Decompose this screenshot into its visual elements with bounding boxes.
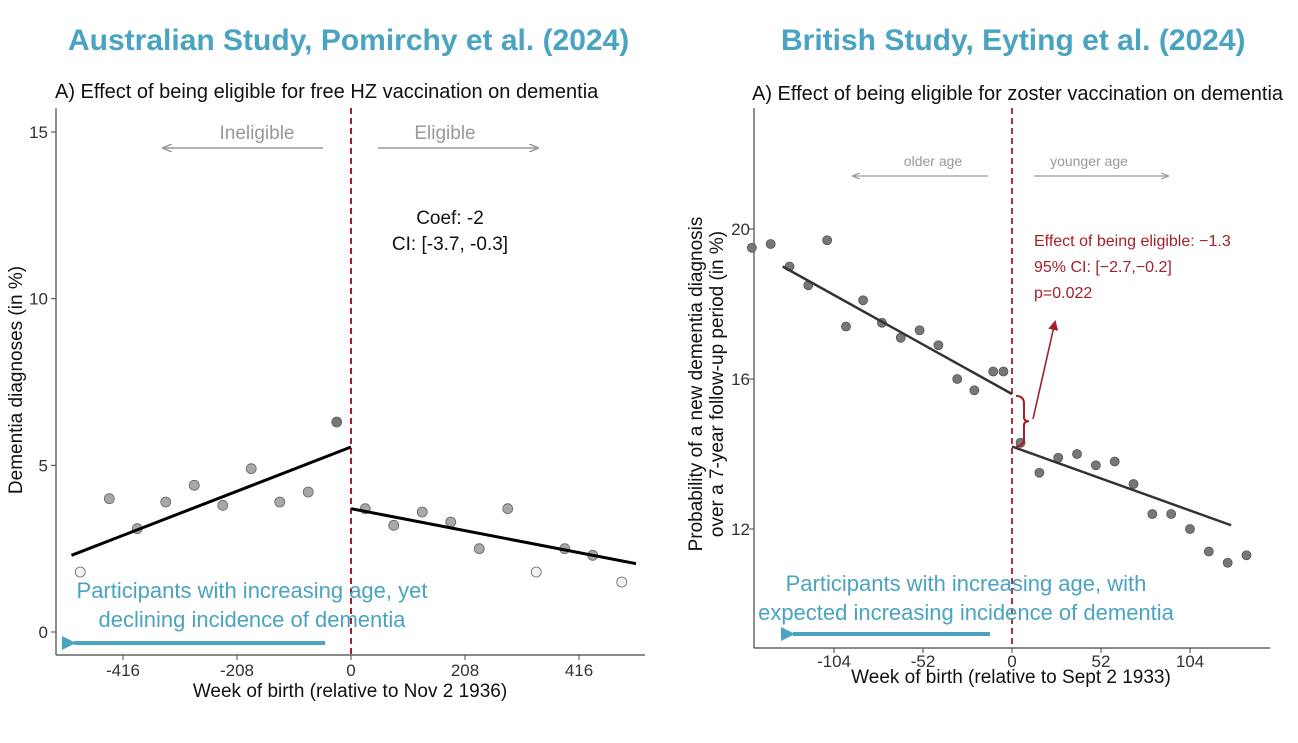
right-x-tick-label: 104 [1176, 652, 1204, 671]
left-chart: 0 5 10 15 -416 -208 0 208 416 Week of birth (rela… [6, 108, 645, 702]
left-annotation-line: CI: [-3.7, -0.3] [392, 234, 508, 255]
right-data-point [1241, 550, 1252, 561]
left-caption-line: Participants with increasing age, yet [77, 578, 428, 603]
right-data-point [1185, 524, 1195, 534]
left-data-point [74, 566, 86, 578]
right-younger-age-label: younger age [1050, 153, 1128, 169]
left-data-point [103, 493, 115, 505]
right-x-tick-label: -52 [911, 652, 936, 671]
right-y-tick-label: 12 [731, 520, 750, 539]
left-annotation-line: Coef: -2 [416, 208, 484, 229]
left-y-tick-label: 15 [29, 123, 48, 142]
left-data-point [331, 416, 343, 428]
left-x-tick-label: -416 [106, 661, 140, 680]
left-data-point [502, 503, 514, 515]
left-data-point [217, 499, 229, 511]
right-annotation-arrow [1032, 320, 1059, 420]
right-x-axis-label: Week of birth (relative to Sept 2 1933) [851, 667, 1171, 688]
left-caption-line: declining incidence of dementia [99, 607, 407, 632]
left-data-point [245, 463, 257, 475]
right-annotation-line: p=0.022 [1034, 285, 1092, 302]
right-y-axis-label-line2: over a 7-year follow-up period (in %) [707, 231, 728, 537]
right-older-age-label: older age [904, 153, 963, 169]
right-annotation-line: 95% CI: [−2.7,−0.2] [1034, 259, 1172, 276]
right-data-point [914, 325, 925, 336]
left-y-tick-label: 10 [29, 290, 48, 309]
left-data-point [530, 566, 542, 578]
left-x-tick-label: 416 [565, 661, 593, 680]
right-data-point [822, 235, 833, 246]
left-ineligible-label: Ineligible [220, 123, 295, 144]
right-chart-title: A) Effect of being eligible for zoster v… [752, 83, 1284, 105]
right-data-point [988, 366, 999, 377]
right-data-point [765, 239, 776, 249]
right-caption-line: expected increasing incidence of dementi… [758, 600, 1175, 625]
left-x-tick-label: 208 [451, 661, 479, 680]
left-study-title: Australian Study, Pomirchy et al. (2024) [68, 24, 630, 57]
right-data-point [1203, 546, 1214, 557]
right-data-point [1109, 456, 1120, 467]
left-x-axis-label: Week of birth (relative to Nov 2 1936) [193, 681, 507, 702]
right-data-point [1128, 479, 1139, 489]
left-data-point [473, 543, 485, 555]
right-x-tick-label: -104 [817, 652, 851, 671]
right-data-point [933, 340, 944, 351]
right-annotation-line: Effect of being eligible: −1.3 [1034, 233, 1231, 250]
right-data-point [1072, 449, 1082, 459]
right-data-point [858, 295, 868, 306]
right-study-title: British Study, Eyting et al. (2024) [781, 24, 1246, 57]
right-chart: 12 16 20 -104 -52 0 52 104 Week of birth (relati… [686, 108, 1270, 688]
right-data-point [952, 374, 963, 384]
left-data-point [445, 516, 457, 528]
left-eligible-label: Eligible [414, 123, 475, 144]
right-x-tick-label: 0 [1007, 652, 1016, 671]
right-fit-line-after [1011, 445, 1232, 527]
right-y-axis-label-line1: Probability of a new dementia diagnosis [686, 217, 707, 552]
left-data-point [274, 496, 286, 508]
right-data-point [841, 321, 851, 332]
right-y-tick-label: 20 [731, 220, 750, 239]
left-x-tick-label: -208 [220, 661, 254, 680]
right-data-point [1034, 467, 1045, 478]
left-data-point [302, 486, 314, 498]
right-y-tick-label: 16 [731, 370, 750, 389]
left-data-point [188, 479, 200, 491]
left-data-point [160, 496, 172, 508]
left-data-point [416, 506, 428, 518]
right-x-tick-label: 52 [1092, 652, 1111, 671]
right-data-point [1166, 509, 1177, 519]
right-data-point [1222, 557, 1233, 568]
left-data-point [388, 519, 400, 531]
left-y-tick-label: 5 [39, 456, 48, 475]
left-data-point [616, 576, 628, 588]
left-fit-line-after [350, 507, 637, 566]
right-data-point [1090, 460, 1101, 471]
left-x-tick-label: 0 [346, 661, 355, 680]
left-y-tick-label: 0 [39, 623, 48, 642]
right-discontinuity-brace [1015, 394, 1030, 448]
right-data-point [969, 385, 980, 396]
left-fit-line-before [70, 445, 352, 557]
left-y-axis-label: Dementia diagnoses (in %) [6, 266, 27, 494]
right-fit-line-before [782, 265, 1013, 396]
right-data-point [998, 366, 1009, 377]
left-chart-title: A) Effect of being eligible for free HZ … [55, 81, 599, 103]
right-caption-line: Participants with increasing age, with [786, 571, 1147, 596]
right-data-point [746, 242, 757, 253]
right-data-point [1147, 509, 1158, 519]
